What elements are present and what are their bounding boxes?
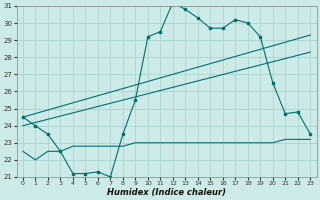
X-axis label: Humidex (Indice chaleur): Humidex (Indice chaleur) <box>107 188 226 197</box>
